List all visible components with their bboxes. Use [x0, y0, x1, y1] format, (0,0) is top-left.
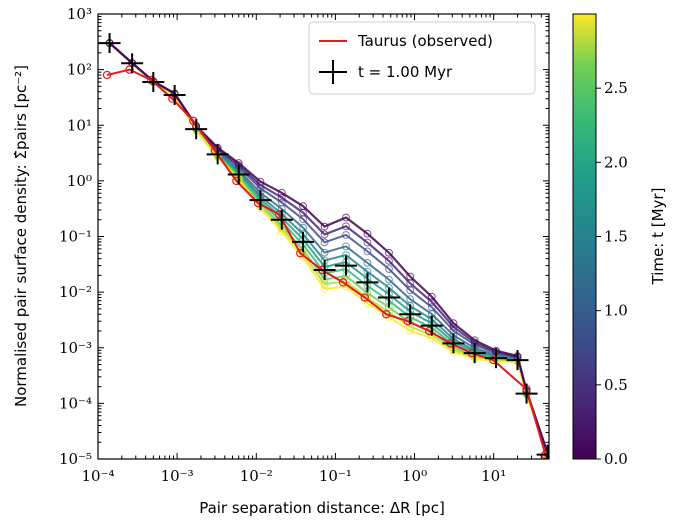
taurus-point [360, 293, 369, 302]
taurus-point [296, 249, 305, 258]
sim-point [277, 188, 286, 197]
series-layer [98, 33, 549, 459]
sim-point [363, 258, 372, 267]
legend: Taurus (observed) t = 1.00 Myr [308, 21, 536, 95]
taurus-point [146, 75, 156, 85]
sim-point [427, 292, 436, 301]
sim-point [342, 222, 350, 231]
sim-point [363, 229, 372, 238]
taurus-point [382, 310, 391, 319]
reference-marker [536, 444, 549, 459]
taurus-point [424, 326, 434, 336]
sim-point [342, 213, 350, 222]
reference-marker [227, 164, 250, 185]
y-tick-label: 10⁻² [59, 283, 92, 301]
axis-tick-labels: 10⁻⁴ 10⁻³ 10⁻² 10⁻¹ 10⁰ 10¹10⁻⁵10⁻⁴10⁻³10⁻²10… [59, 5, 506, 485]
reference-marker [506, 350, 529, 371]
taurus-point [275, 210, 284, 219]
sim-point [406, 326, 415, 335]
colorbar-label: Time: t [Myr] [649, 188, 667, 286]
reference-marker [399, 304, 422, 325]
sim-point [320, 222, 329, 231]
colorbar-gradient [572, 13, 597, 460]
y-axis-label: Normalised pair surface density: Σ̂pairs… [12, 65, 30, 407]
y-tick-label: 10² [67, 61, 92, 79]
taurus-point [232, 176, 241, 186]
colorbar-tick-label: 1.0 [604, 302, 628, 320]
sim-point [299, 202, 307, 211]
legend-taurus-label: Taurus (observed) [357, 32, 493, 50]
reference-marker [313, 259, 336, 280]
x-tick-label: 10⁻² [240, 467, 273, 485]
legend-marker-label: t = 1.00 Myr [358, 63, 453, 81]
taurus-point [102, 70, 112, 80]
taurus-point [338, 278, 348, 287]
y-tick-label: 10⁻³ [59, 339, 92, 357]
sim-point [342, 242, 350, 251]
taurus-point [403, 317, 412, 326]
sim-point [320, 248, 329, 257]
x-tick-label: 10⁰ [402, 467, 427, 485]
y-tick-label: 10⁻⁵ [59, 450, 92, 468]
reference-marker [485, 348, 508, 369]
reference-marker [292, 231, 315, 252]
x-tick-label: 10⁻³ [161, 467, 194, 485]
reference-marker [185, 119, 208, 140]
sim-point [449, 319, 458, 328]
reference-marker [515, 383, 538, 404]
colorbar-tick-label: 0.5 [604, 376, 628, 394]
colorbar-tick-label: 0.0 [604, 450, 628, 468]
x-tick-label: 10⁻¹ [319, 467, 352, 485]
sim-point [385, 275, 393, 284]
y-tick-label: 10¹ [67, 116, 92, 134]
reference-marker [463, 343, 486, 364]
reference-marker [163, 84, 186, 105]
reference-marker [270, 209, 293, 230]
colorbar-ticks: 0.0 0.5 1.0 1.5 2.0 2.5 [596, 79, 628, 468]
sim-point [385, 256, 393, 265]
y-tick-label: 10⁰ [67, 172, 92, 190]
reference-marker [377, 287, 400, 308]
colorbar-tick-label: 2.5 [604, 79, 628, 97]
sim-point [320, 285, 329, 293]
colorbar: 0.0 0.5 1.0 1.5 2.0 2.5 Time: t [Myr] [572, 13, 667, 468]
axis-ticks [97, 13, 550, 460]
reference-marker [442, 333, 465, 354]
sim-point [385, 265, 393, 273]
sim-point [320, 230, 329, 239]
reference-marker [98, 33, 121, 54]
x-tick-label: 10¹ [481, 467, 506, 485]
sim-point [363, 238, 372, 247]
colorbar-tick-label: 2.0 [604, 153, 628, 171]
sim-curve [108, 42, 549, 454]
sim-point [385, 248, 393, 257]
legend-box [308, 21, 536, 95]
y-tick-label: 10⁻⁴ [59, 394, 92, 412]
y-tick-label: 10³ [67, 5, 92, 23]
reference-marker [121, 53, 144, 74]
x-tick-label: 10⁻⁴ [81, 467, 114, 485]
reference-marker [206, 144, 229, 165]
reference-marker [356, 272, 379, 293]
sim-point [406, 272, 415, 281]
reference-marker [420, 315, 443, 336]
reference-marker [334, 255, 357, 276]
sim-point [277, 193, 286, 202]
y-tick-label: 10⁻¹ [59, 228, 92, 246]
sim-point [342, 231, 350, 239]
sim-point [256, 177, 265, 186]
sim-point [363, 247, 372, 256]
sim-point [320, 238, 329, 247]
colorbar-tick-label: 1.5 [604, 228, 628, 246]
reference-marker [249, 190, 272, 211]
reference-marker [142, 71, 165, 92]
x-axis-label: Pair separation distance: ΔR [pc] [199, 499, 445, 517]
taurus-line [106, 68, 547, 455]
